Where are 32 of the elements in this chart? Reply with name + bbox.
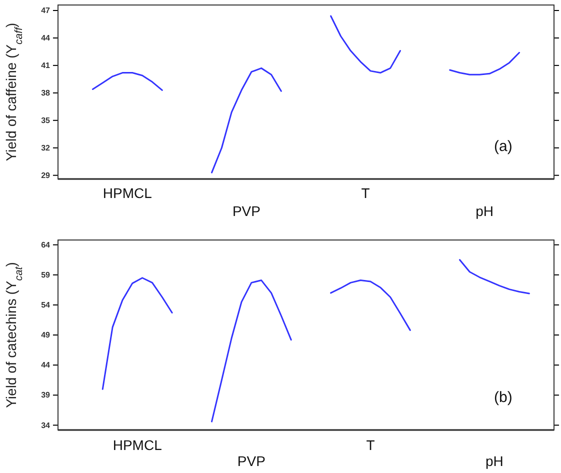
y-tick-label: 39 (41, 390, 51, 400)
text: pH (476, 203, 494, 219)
line-series (92, 72, 163, 91)
text: pH (486, 453, 504, 469)
y-tick-label: 64 (41, 240, 51, 250)
text: HPMCL (112, 437, 162, 453)
y-tick-label: 47 (41, 6, 51, 16)
y-tick-label: 59 (41, 270, 51, 280)
line-series (211, 280, 292, 422)
text: PVP (237, 453, 266, 469)
y-tick-label: 49 (41, 330, 51, 340)
line-series (459, 259, 530, 294)
y-tick-label: 35 (41, 116, 51, 125)
y-tick-label: 32 (41, 143, 51, 152)
line-series (330, 280, 411, 331)
y-tick-label: 54 (41, 300, 51, 310)
annotation: (a) (494, 138, 512, 155)
text: T (366, 437, 376, 453)
line-series (330, 15, 401, 74)
text: T (361, 185, 370, 201)
line-series (449, 52, 520, 76)
y-tick-label: 44 (41, 360, 51, 370)
y-tick-label: 41 (41, 61, 51, 70)
annotation: (b) (494, 389, 512, 406)
line-series (211, 67, 282, 174)
line-series (102, 277, 173, 390)
y-tick-label: 34 (41, 420, 51, 430)
y-tick-label: 44 (41, 34, 51, 43)
text: PVP (232, 203, 260, 219)
text: HPMCL (102, 185, 152, 201)
y-tick-label: 29 (41, 170, 51, 180)
y-tick-label: 38 (41, 88, 51, 98)
